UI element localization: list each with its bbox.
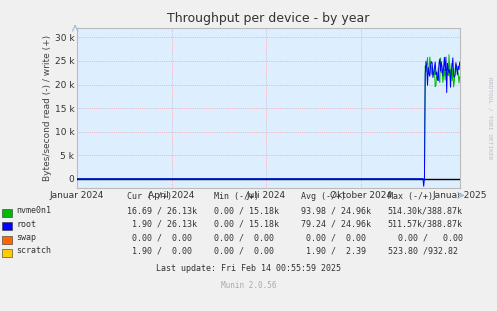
- Text: 0.00 / 15.18k: 0.00 / 15.18k: [214, 220, 279, 229]
- Text: Last update: Fri Feb 14 00:55:59 2025: Last update: Fri Feb 14 00:55:59 2025: [156, 263, 341, 272]
- Text: Munin 2.0.56: Munin 2.0.56: [221, 281, 276, 290]
- Text: 1.90 /  2.39: 1.90 / 2.39: [301, 246, 366, 255]
- Text: scratch: scratch: [16, 246, 51, 255]
- Text: nvme0n1: nvme0n1: [16, 206, 51, 215]
- Text: swap: swap: [16, 233, 36, 242]
- Text: Cur (-/+): Cur (-/+): [127, 192, 172, 201]
- Text: 0.00 /   0.00: 0.00 / 0.00: [388, 233, 463, 242]
- Text: 514.30k/388.87k: 514.30k/388.87k: [388, 206, 463, 215]
- Text: 0.00 /  0.00: 0.00 / 0.00: [127, 233, 192, 242]
- Text: 0.00 /  0.00: 0.00 / 0.00: [214, 233, 274, 242]
- Text: Max (-/+): Max (-/+): [388, 192, 433, 201]
- Text: Min (-/+): Min (-/+): [214, 192, 259, 201]
- Text: 0.00 /  0.00: 0.00 / 0.00: [301, 233, 366, 242]
- Text: root: root: [16, 220, 36, 229]
- Text: 1.90 / 26.13k: 1.90 / 26.13k: [127, 220, 197, 229]
- Text: Avg (-/+): Avg (-/+): [301, 192, 346, 201]
- Text: 511.57k/388.87k: 511.57k/388.87k: [388, 220, 463, 229]
- Text: 0.00 /  0.00: 0.00 / 0.00: [214, 246, 274, 255]
- Text: 523.80 /932.82: 523.80 /932.82: [388, 246, 458, 255]
- Y-axis label: Bytes/second read (-) / write (+): Bytes/second read (-) / write (+): [43, 35, 52, 181]
- Title: Throughput per device - by year: Throughput per device - by year: [167, 12, 370, 26]
- Text: 0.00 / 15.18k: 0.00 / 15.18k: [214, 206, 279, 215]
- Text: 1.90 /  0.00: 1.90 / 0.00: [127, 246, 192, 255]
- Text: RRDTOOL / TOBI OETIKER: RRDTOOL / TOBI OETIKER: [487, 77, 492, 160]
- Text: 79.24 / 24.96k: 79.24 / 24.96k: [301, 220, 371, 229]
- Text: 93.98 / 24.96k: 93.98 / 24.96k: [301, 206, 371, 215]
- Text: 16.69 / 26.13k: 16.69 / 26.13k: [127, 206, 197, 215]
